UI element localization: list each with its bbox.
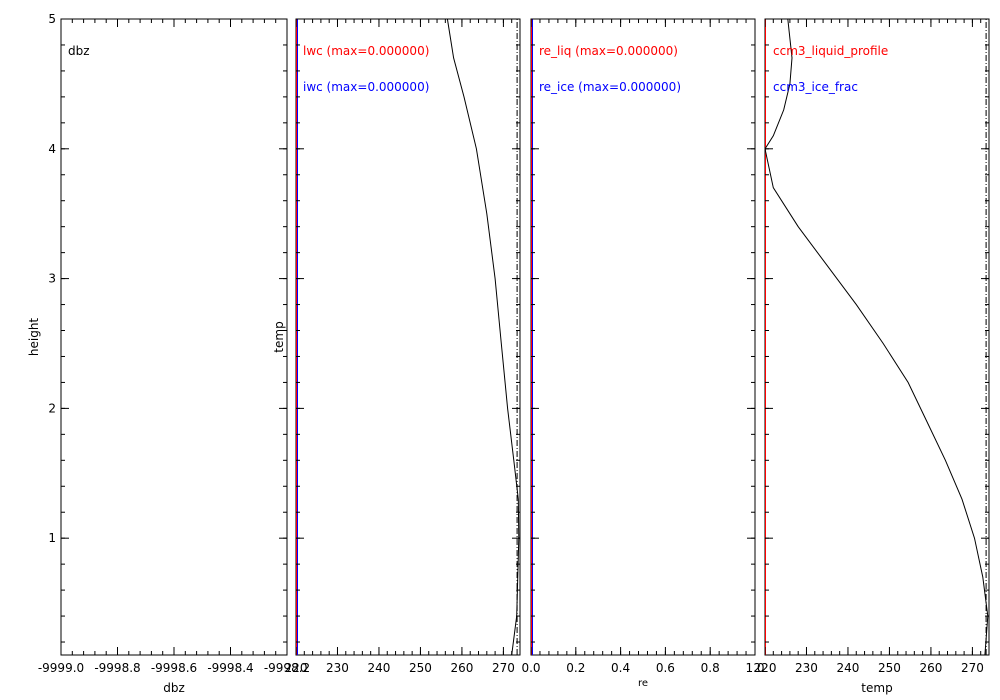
x-tick-label: 1.0 [745, 661, 764, 675]
series-group [446, 18, 520, 656]
x-ticks: 220 230 240 250 260 270 [754, 19, 990, 675]
x-ticks: 0.0 0.2 0.4 0.6 0.8 1.0 [521, 19, 765, 675]
x-axis-label: dbz [163, 681, 185, 695]
plot-frame [764, 18, 990, 656]
annotation-ccm3-ice: ccm3_ice_frac [773, 80, 858, 94]
x-tick-label: 0.6 [656, 661, 675, 675]
panel-dbz: 1 2 3 4 5 -9999.0 -9998.8 -9998.6 -9998.4 -9998.… [27, 12, 310, 695]
x-tick-label: 0.4 [611, 661, 630, 675]
annotation-dbz: dbz [68, 44, 90, 58]
panel-lwc-iwc: 220 230 240 250 260 270 lwc (max=0.000000) iw… [272, 18, 521, 675]
x-ticks: -9999.0 -9998.8 -9998.6 -9998.4 -9998.2 [38, 19, 310, 675]
panel-re: 0.0 0.2 0.4 0.6 0.8 1.0 re_liq (max=0.000000)… [521, 18, 765, 689]
x-ticks: 220 230 240 250 260 270 [285, 19, 521, 675]
profile-line [446, 18, 520, 656]
x-tick-label: 230 [326, 661, 349, 675]
x-tick-label: 220 [285, 661, 308, 675]
x-tick-label: 270 [492, 661, 515, 675]
x-tick-label: 0.2 [566, 661, 585, 675]
y-ticks [765, 18, 989, 643]
x-tick-label: -9998.6 [151, 661, 197, 675]
x-tick-label: 0.0 [521, 661, 540, 675]
annotation-re-ice: re_ice (max=0.000000) [539, 80, 681, 94]
x-tick-label: 220 [754, 661, 777, 675]
y-axis-label: height [27, 318, 41, 357]
x-tick-label: -9998.8 [94, 661, 140, 675]
annotation-iwc: iwc (max=0.000000) [303, 80, 429, 94]
y-tick-label: 2 [48, 401, 56, 415]
y-ticks [296, 18, 520, 643]
y-tick-label: 4 [48, 142, 56, 156]
x-tick-label: 240 [368, 661, 391, 675]
x-tick-label: 270 [961, 661, 984, 675]
x-tick-label: 250 [878, 661, 901, 675]
y-tick-label: 1 [48, 531, 56, 545]
annotation-re-liq: re_liq (max=0.000000) [539, 44, 678, 58]
annotation-lwc: lwc (max=0.000000) [303, 44, 429, 58]
panel-ccm3: 220 230 240 250 260 270 ccm3_liquid_profile c… [754, 18, 990, 695]
x-tick-label: -9998.4 [207, 661, 253, 675]
plot-frame [530, 18, 756, 656]
y-ticks: 1 2 3 4 5 [48, 12, 287, 643]
x-tick-label: 260 [919, 661, 942, 675]
x-tick-label: 240 [837, 661, 860, 675]
x-tick-label: -9999.0 [38, 661, 84, 675]
x-axis-label: re [638, 678, 648, 689]
annotation-ccm3-liquid: ccm3_liquid_profile [773, 44, 888, 58]
plot-frame [60, 18, 288, 656]
x-tick-label: 0.8 [701, 661, 720, 675]
y-ticks [531, 18, 755, 643]
x-tick-label: 230 [795, 661, 818, 675]
x-tick-label: 260 [450, 661, 473, 675]
x-axis-label: temp [861, 681, 892, 695]
profile-line [764, 18, 989, 656]
x-tick-label: 250 [409, 661, 432, 675]
y-tick-label: 3 [48, 272, 56, 286]
y-tick-label: 5 [48, 12, 56, 26]
x-tick-label: -9998.2 [264, 661, 310, 675]
series-group [764, 18, 989, 656]
y-axis-label: temp [272, 321, 286, 352]
plot-frame [295, 18, 521, 656]
